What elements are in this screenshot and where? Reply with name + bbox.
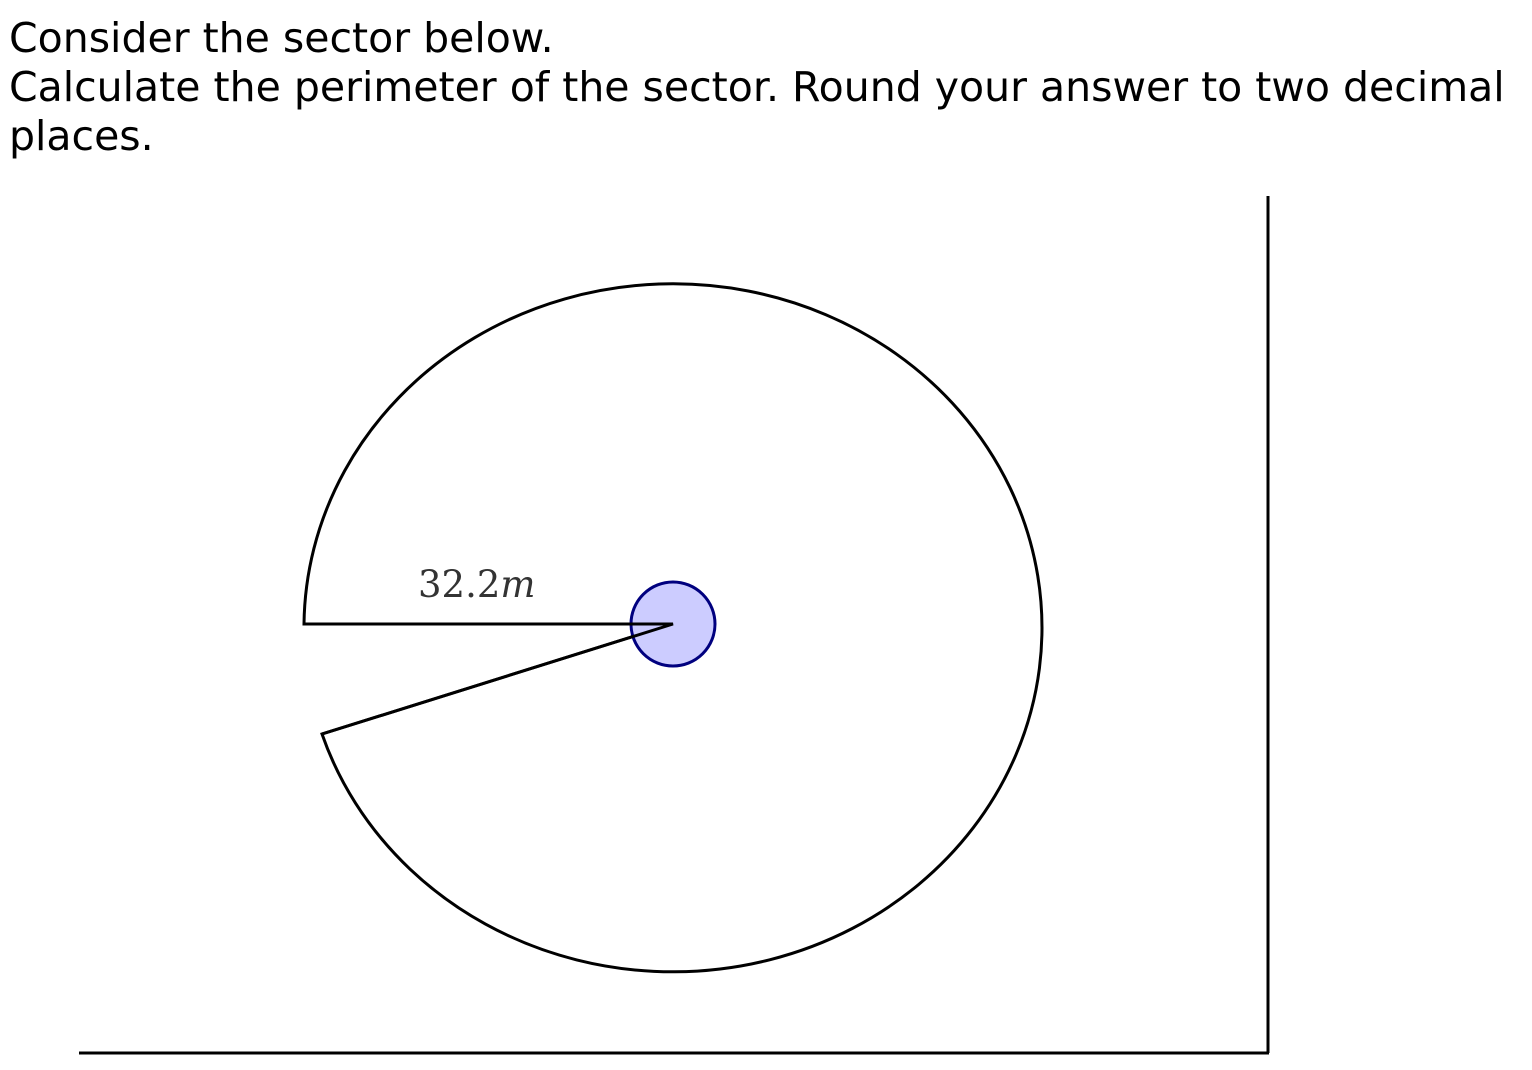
question-text: Consider the sector below. Calculate the…	[9, 14, 1529, 161]
question-line-1: Consider the sector below.	[9, 14, 554, 62]
radius-label: 32.2m	[418, 563, 535, 606]
radius-unit: m	[500, 563, 535, 606]
radius-value: 32.2	[418, 563, 500, 606]
question-line-2: Calculate the perimeter of the sector. R…	[9, 63, 1505, 160]
sector-radii	[304, 622, 674, 736]
